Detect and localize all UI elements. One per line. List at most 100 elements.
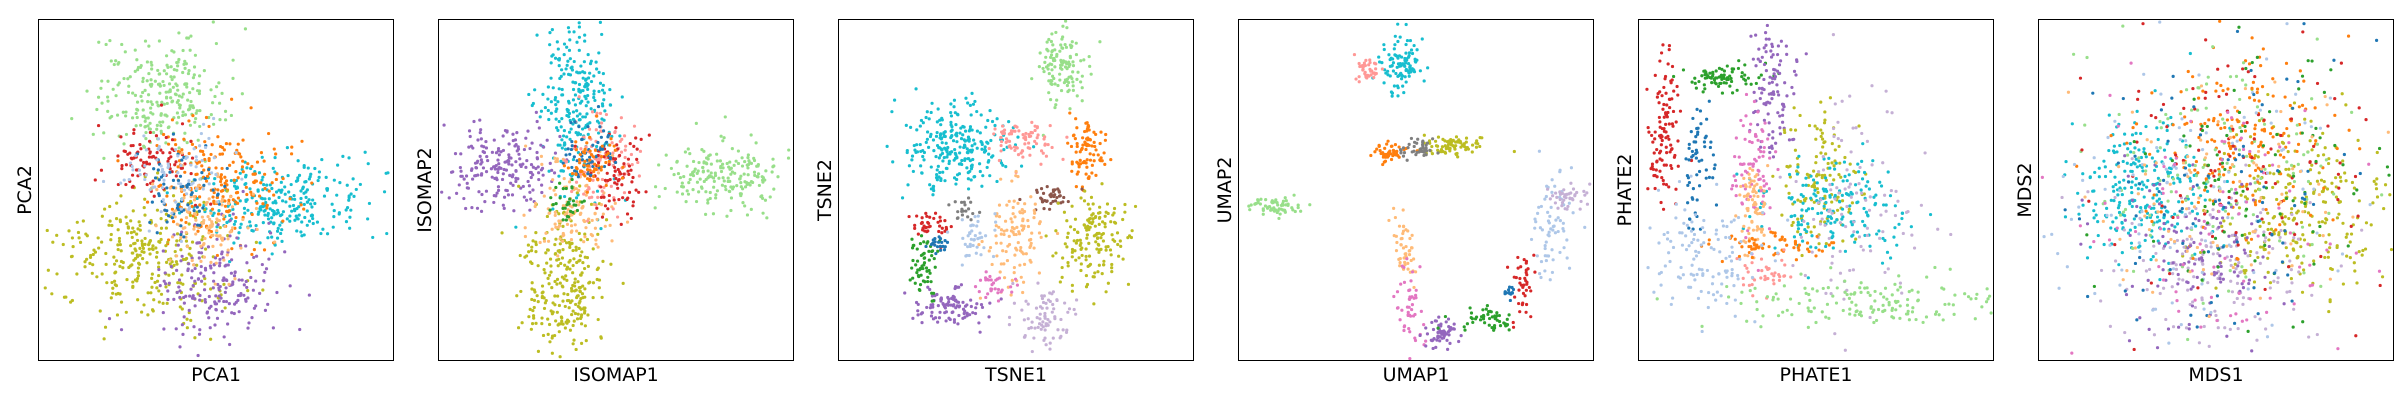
scatter-point xyxy=(183,66,187,70)
scatter-point xyxy=(1002,128,1007,132)
scatter-point xyxy=(203,282,207,286)
scatter-point xyxy=(565,45,569,49)
scatter-point xyxy=(164,135,168,140)
scatter-point xyxy=(1058,49,1062,53)
scatter-point xyxy=(313,201,317,206)
scatter-point xyxy=(993,123,997,128)
scatter-point xyxy=(281,199,285,203)
scatter-point xyxy=(719,169,724,174)
scatter-point xyxy=(937,240,941,244)
scatter-point xyxy=(522,195,526,199)
scatter-point xyxy=(933,237,937,241)
scatter-point xyxy=(999,297,1003,301)
scatter-point xyxy=(256,188,260,192)
scatter-point xyxy=(590,234,595,238)
scatter-point xyxy=(1000,124,1005,128)
scatter-point xyxy=(564,274,568,278)
scatter-point xyxy=(1394,249,1399,253)
scatter-point xyxy=(1431,327,1436,332)
scatter-point xyxy=(975,302,979,306)
scatter-point xyxy=(1389,144,1394,148)
scatter-point xyxy=(511,183,515,187)
scatter-point xyxy=(1524,268,1528,272)
scatter-point xyxy=(557,64,561,68)
scatter-point xyxy=(1075,126,1079,130)
scatter-point xyxy=(485,155,489,159)
scatter-point xyxy=(473,161,478,165)
scatter-point xyxy=(172,75,176,79)
scatter-point xyxy=(55,233,59,237)
scatter-point xyxy=(1088,158,1093,162)
scatter-point xyxy=(192,198,197,202)
scatter-point xyxy=(943,239,947,243)
scatter-point xyxy=(180,122,185,126)
scatter-point xyxy=(492,200,496,205)
scatter-point xyxy=(943,306,947,310)
scatter-point xyxy=(322,194,327,198)
scatter-point xyxy=(211,244,215,248)
scatter-point xyxy=(600,215,605,219)
scatter-point xyxy=(975,245,979,249)
scatter-point xyxy=(179,207,183,211)
scatter-point xyxy=(963,158,967,162)
scatter-point xyxy=(566,166,570,170)
scatter-point xyxy=(1409,246,1414,250)
scatter-point xyxy=(166,297,170,302)
scatter-point xyxy=(225,189,229,193)
scatter-point xyxy=(950,296,954,301)
scatter-point xyxy=(212,122,216,126)
scatter-point xyxy=(119,249,123,253)
scatter-point xyxy=(765,216,769,220)
scatter-point xyxy=(270,181,274,185)
cluster-series xyxy=(924,235,950,256)
scatter-point xyxy=(997,203,1002,207)
scatter-point xyxy=(299,203,303,207)
scatter-point xyxy=(1044,154,1049,158)
scatter-point xyxy=(558,134,562,139)
scatter-point xyxy=(955,173,960,177)
scatter-point xyxy=(634,188,638,192)
scatter-point xyxy=(1070,283,1074,287)
cluster-series xyxy=(1371,22,1430,98)
scatter-point xyxy=(176,149,181,154)
scatter-point xyxy=(184,156,188,160)
scatter-point xyxy=(263,197,267,201)
scatter-point xyxy=(582,163,586,167)
scatter-point xyxy=(134,124,138,128)
scatter-point xyxy=(787,148,791,152)
scatter-point xyxy=(938,146,942,150)
scatter-point xyxy=(178,289,182,293)
scatter-point xyxy=(470,167,474,171)
scatter-point xyxy=(174,142,178,147)
scatter-point xyxy=(1529,289,1533,293)
scatter-point xyxy=(558,281,562,285)
scatter-point xyxy=(178,305,182,309)
scatter-point xyxy=(155,123,159,127)
scatter-point xyxy=(250,164,254,169)
scatter-point xyxy=(547,273,552,277)
scatter-point xyxy=(1264,198,1268,202)
scatter-point xyxy=(347,156,351,160)
scatter-point xyxy=(1469,316,1473,320)
scatter-point xyxy=(239,155,243,159)
scatter-point xyxy=(1084,258,1088,262)
scatter-point xyxy=(221,278,225,282)
scatter-point xyxy=(296,178,300,182)
scatter-point xyxy=(968,242,972,246)
scatter-point xyxy=(225,220,229,225)
scatter-point xyxy=(608,157,612,161)
scatter-point xyxy=(599,226,603,231)
scatter-point xyxy=(1048,341,1052,345)
scatter-point xyxy=(952,105,956,109)
scatter-point xyxy=(915,128,919,132)
scatter-point xyxy=(192,227,196,231)
scatter-point xyxy=(162,69,166,73)
scatter-point xyxy=(299,189,303,193)
scatter-point xyxy=(579,316,583,321)
scatter-point xyxy=(580,158,584,162)
scatter-point xyxy=(960,200,964,204)
scatter-point xyxy=(905,148,909,153)
scatter-point xyxy=(1029,237,1033,242)
scatter-point xyxy=(195,205,199,209)
scatter-point xyxy=(1080,187,1084,191)
